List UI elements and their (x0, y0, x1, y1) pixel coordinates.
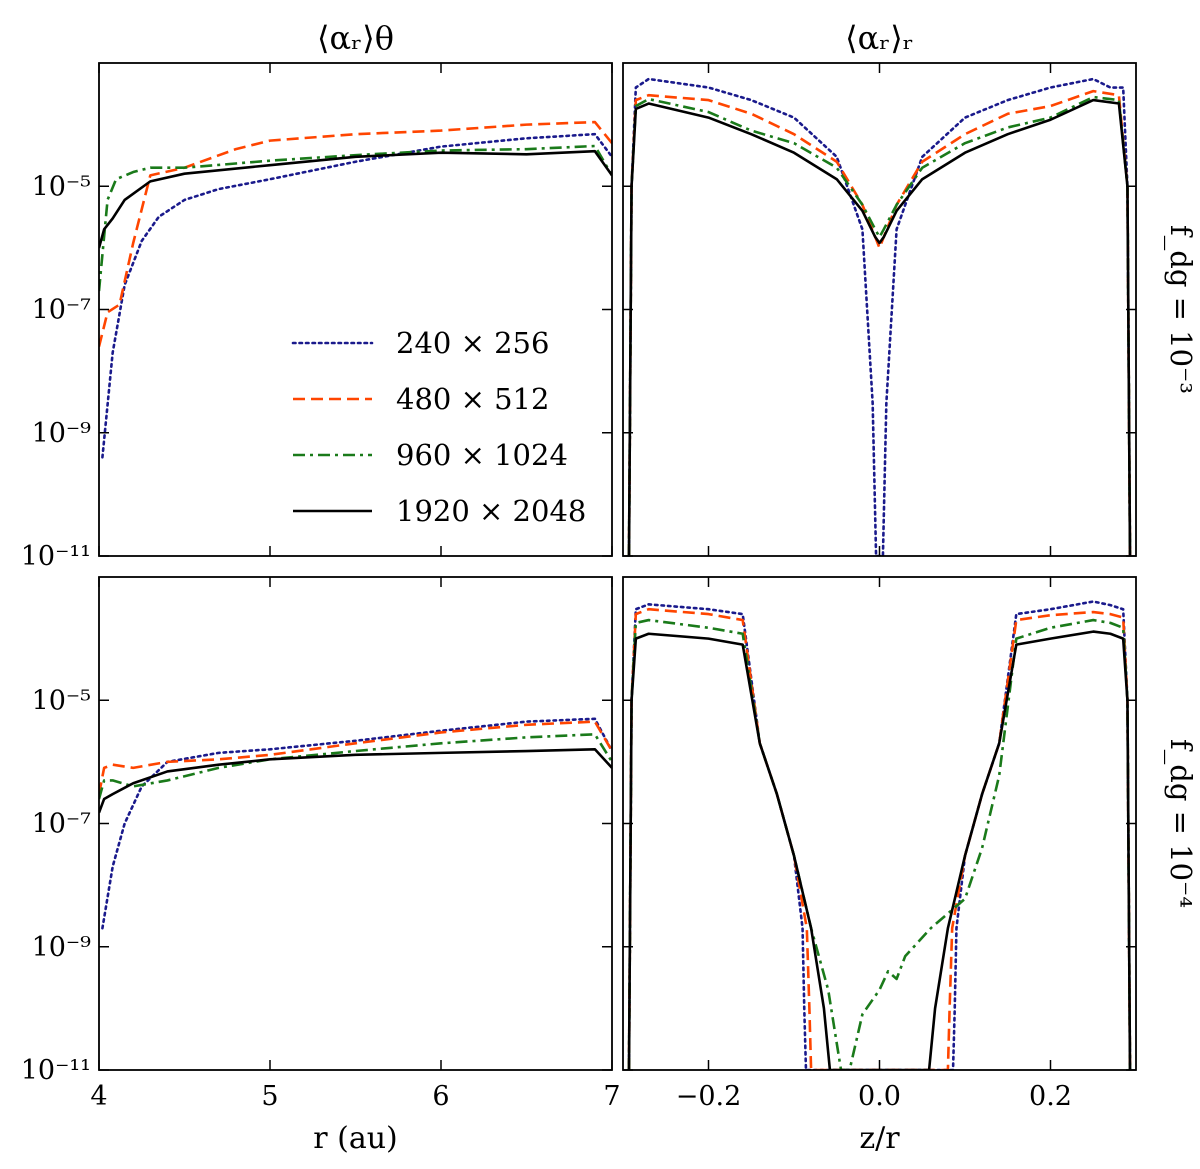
series-line-0 (627, 77, 1132, 556)
series-group (627, 600, 1132, 1070)
y-tick-label: 10⁻⁵ (32, 171, 91, 202)
panel-frame (622, 576, 1137, 1071)
x-tick-label: 4 (90, 1081, 107, 1112)
y-tick-label: 10⁻¹¹ (21, 1055, 91, 1086)
y-tick-label: 10⁻⁹ (32, 932, 92, 963)
series-line-0 (627, 600, 1132, 1070)
y-tick-label: 10⁻⁷ (32, 295, 92, 326)
legend-entry: 1920 × 2048 (396, 494, 586, 528)
series-line-0 (101, 717, 612, 930)
series-line-1 (627, 89, 1132, 556)
series-group (99, 717, 612, 930)
series-line-1 (99, 720, 612, 795)
x-axis-label: z/r (859, 1121, 900, 1156)
panel-title: ⟨αᵣ⟩θ (317, 19, 394, 57)
series-line-3 (627, 630, 1132, 1070)
y-tick-label: 10⁻⁷ (32, 809, 92, 840)
series-line-0 (101, 132, 612, 459)
x-tick-label: −0.2 (676, 1081, 742, 1112)
panel-frame (622, 62, 1137, 557)
y-tick-label: 10⁻¹¹ (21, 541, 91, 572)
panel-0: 10⁻¹¹ 10⁻⁹ 10⁻⁷ 10⁻⁵ ⟨αᵣ⟩θ (21, 19, 613, 572)
panel-title: ⟨αᵣ⟩ᵣ (845, 19, 914, 57)
legend: 240 × 256 480 × 512 960 × 1024 1920 × 2048 (291, 326, 586, 528)
series-line-3 (99, 149, 612, 249)
panel-1: ⟨αᵣ⟩ᵣ f_dg = 10⁻³ (622, 19, 1198, 557)
row-label: f_dg = 10⁻⁴ (1163, 739, 1198, 908)
row-label: f_dg = 10⁻³ (1163, 225, 1198, 394)
x-tick-label: 7 (603, 1081, 620, 1112)
x-tick-label: 0.2 (1029, 1081, 1072, 1112)
panel-3: −0.2 0.0 0.2 z/r f_dg = 10⁻⁴ (622, 576, 1198, 1156)
y-tick-label: 10⁻⁵ (32, 685, 91, 716)
series-group (627, 77, 1132, 556)
panel-2: 4 5 6 7 10⁻¹¹ 10⁻⁹ 10⁻⁷ 10⁻⁵ r (au) (21, 576, 621, 1156)
panels: 10⁻¹¹ 10⁻⁹ 10⁻⁷ 10⁻⁵ ⟨αᵣ⟩θ ⟨αᵣ⟩ᵣ f_dg = 10⁻³ 4 5… (21, 19, 1198, 1156)
series-line-1 (627, 607, 1132, 1070)
series-line-2 (627, 95, 1132, 556)
series-line-3 (99, 748, 612, 814)
x-axis-label: r (au) (313, 1121, 398, 1156)
panel-frame (98, 576, 613, 1071)
series-line-1 (99, 120, 612, 347)
legend-entry: 240 × 256 (396, 326, 549, 360)
legend-entry: 480 × 512 (396, 382, 549, 416)
x-tick-label: 6 (432, 1081, 449, 1112)
series-line-2 (99, 733, 612, 800)
y-tick-label: 10⁻⁹ (32, 418, 92, 449)
series-line-2 (99, 144, 612, 292)
series-line-3 (627, 98, 1132, 556)
series-group (99, 120, 612, 459)
series-line-2 (627, 618, 1132, 1070)
panel-frame (98, 62, 613, 557)
x-tick-label: 5 (261, 1081, 278, 1112)
x-tick-label: 0.0 (858, 1081, 901, 1112)
legend-entry: 960 × 1024 (396, 438, 568, 472)
